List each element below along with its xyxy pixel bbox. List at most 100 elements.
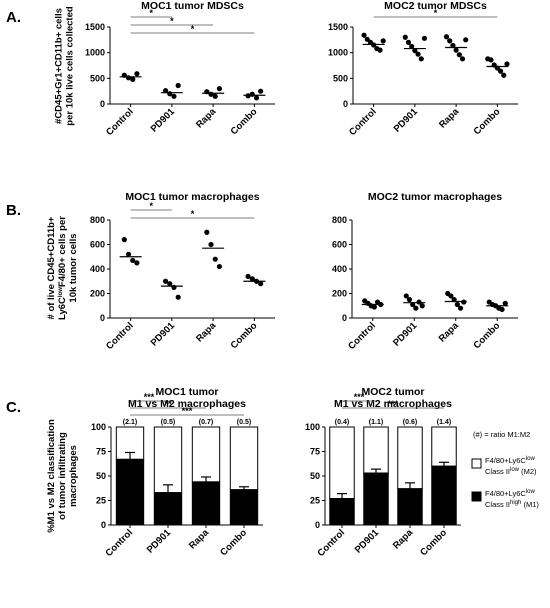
data-point <box>405 39 412 46</box>
significance-label: * <box>170 16 174 26</box>
data-point <box>453 47 459 53</box>
bar-m2 <box>397 426 423 490</box>
x-tick-label: Combo <box>472 106 503 137</box>
data-point <box>403 293 409 299</box>
data-point <box>162 278 169 284</box>
y-tick-label: 25 <box>310 496 320 506</box>
y-tick-label: 600 <box>90 240 105 250</box>
data-point <box>162 88 169 94</box>
ratio-label: (1.1) <box>369 419 383 426</box>
data-point <box>361 32 367 38</box>
ratio-label: (2.1) <box>123 419 137 426</box>
legend-label-m1: Class IIhigh (M1) <box>485 500 539 509</box>
significance-label: * <box>434 8 438 18</box>
y-tick-label: 100 <box>305 422 320 432</box>
chart-title-line: MOC1 tumor <box>156 386 219 398</box>
x-tick-label: Rapa <box>194 320 219 345</box>
data-point <box>501 72 507 78</box>
y-tick-label: 0 <box>101 520 106 530</box>
y-tick-label: 25 <box>96 496 106 506</box>
y-tick-label: 400 <box>332 264 347 274</box>
y-tick-label: 75 <box>310 447 320 457</box>
data-point <box>371 304 377 310</box>
x-tick-label: Rapa <box>437 106 462 131</box>
panel-label-c: C. <box>6 399 21 416</box>
data-point <box>488 57 494 63</box>
ratio-label: (0.5) <box>161 419 175 426</box>
x-tick-label: Control <box>103 527 135 559</box>
chart-title: MOC1 tumor macrophages <box>125 191 259 203</box>
legend-label-m2: Class IIlow (M2) <box>485 467 537 476</box>
y-tick-label: 75 <box>96 447 106 457</box>
bar-m1 <box>191 481 221 526</box>
x-tick-label: Control <box>104 320 136 352</box>
data-point <box>416 299 422 305</box>
bar-m1 <box>431 465 457 526</box>
x-tick-label: PD901 <box>145 527 174 556</box>
y-tick-label: 0 <box>100 313 105 323</box>
data-point <box>450 42 456 49</box>
chart-title: MOC1 tumor MDSCs <box>141 0 244 12</box>
bar-m1 <box>397 488 423 526</box>
y-axis-label: per 10k live cells collected <box>65 6 76 126</box>
x-tick-label: PD901 <box>149 320 178 349</box>
x-tick-label: Control <box>346 320 378 352</box>
legend-swatch-m2 <box>471 458 482 469</box>
ratio-label: (1.4) <box>437 419 451 426</box>
bar-m2 <box>191 426 221 483</box>
data-point <box>402 34 408 40</box>
data-point <box>463 37 469 43</box>
x-tick-label: Control <box>347 106 379 138</box>
significance-label: *** <box>144 392 155 402</box>
data-point <box>208 241 214 248</box>
x-tick-label: Rapa <box>194 106 219 131</box>
legend-label-m2: F4/80+Ly6Clow <box>485 456 535 465</box>
panel-label-b: B. <box>6 202 21 219</box>
y-tick-label: 0 <box>342 313 347 323</box>
x-tick-label: Combo <box>418 527 449 558</box>
y-axis-label: Ly6ClowF4/80+ cells per <box>57 216 68 320</box>
data-point <box>459 56 466 62</box>
bar-m2 <box>229 426 259 491</box>
y-tick-label: 200 <box>332 289 347 299</box>
data-point <box>216 86 223 92</box>
y-tick-label: 0 <box>100 99 105 109</box>
data-point <box>418 56 424 62</box>
data-point <box>212 256 218 262</box>
data-point <box>454 301 460 308</box>
data-point <box>249 91 255 97</box>
x-tick-label: Control <box>104 106 136 138</box>
chart-title: MOC2 tumor macrophages <box>368 191 502 203</box>
data-point <box>171 93 177 99</box>
y-tick-label: 500 <box>333 73 348 83</box>
y-tick-label: 50 <box>96 471 106 481</box>
x-tick-label: Combo <box>229 106 260 137</box>
data-point <box>216 263 223 270</box>
data-point <box>497 68 504 74</box>
ratio-label: (0.4) <box>335 419 349 426</box>
x-tick-label: PD901 <box>392 106 421 135</box>
data-point <box>258 88 264 94</box>
data-point <box>421 35 428 41</box>
x-tick-label: Rapa <box>391 527 416 552</box>
bar-m1 <box>115 458 145 526</box>
x-tick-label: PD901 <box>391 320 420 349</box>
x-tick-label: PD901 <box>353 527 382 556</box>
bar-m1 <box>363 472 389 526</box>
x-tick-label: Control <box>315 527 347 559</box>
ratio-label: (0.5) <box>237 419 251 426</box>
data-point <box>121 237 127 243</box>
y-tick-label: 800 <box>332 215 347 225</box>
x-tick-label: Rapa <box>187 527 212 552</box>
data-point <box>249 276 255 282</box>
y-axis-label: macrophages <box>68 445 79 507</box>
data-point <box>212 93 218 99</box>
bar-m1 <box>153 492 183 526</box>
data-point <box>134 260 140 266</box>
significance-label: ** <box>164 399 172 409</box>
data-point <box>364 36 370 42</box>
ratio-label: (0.6) <box>403 419 417 426</box>
data-point <box>457 305 464 311</box>
data-point <box>448 293 454 299</box>
